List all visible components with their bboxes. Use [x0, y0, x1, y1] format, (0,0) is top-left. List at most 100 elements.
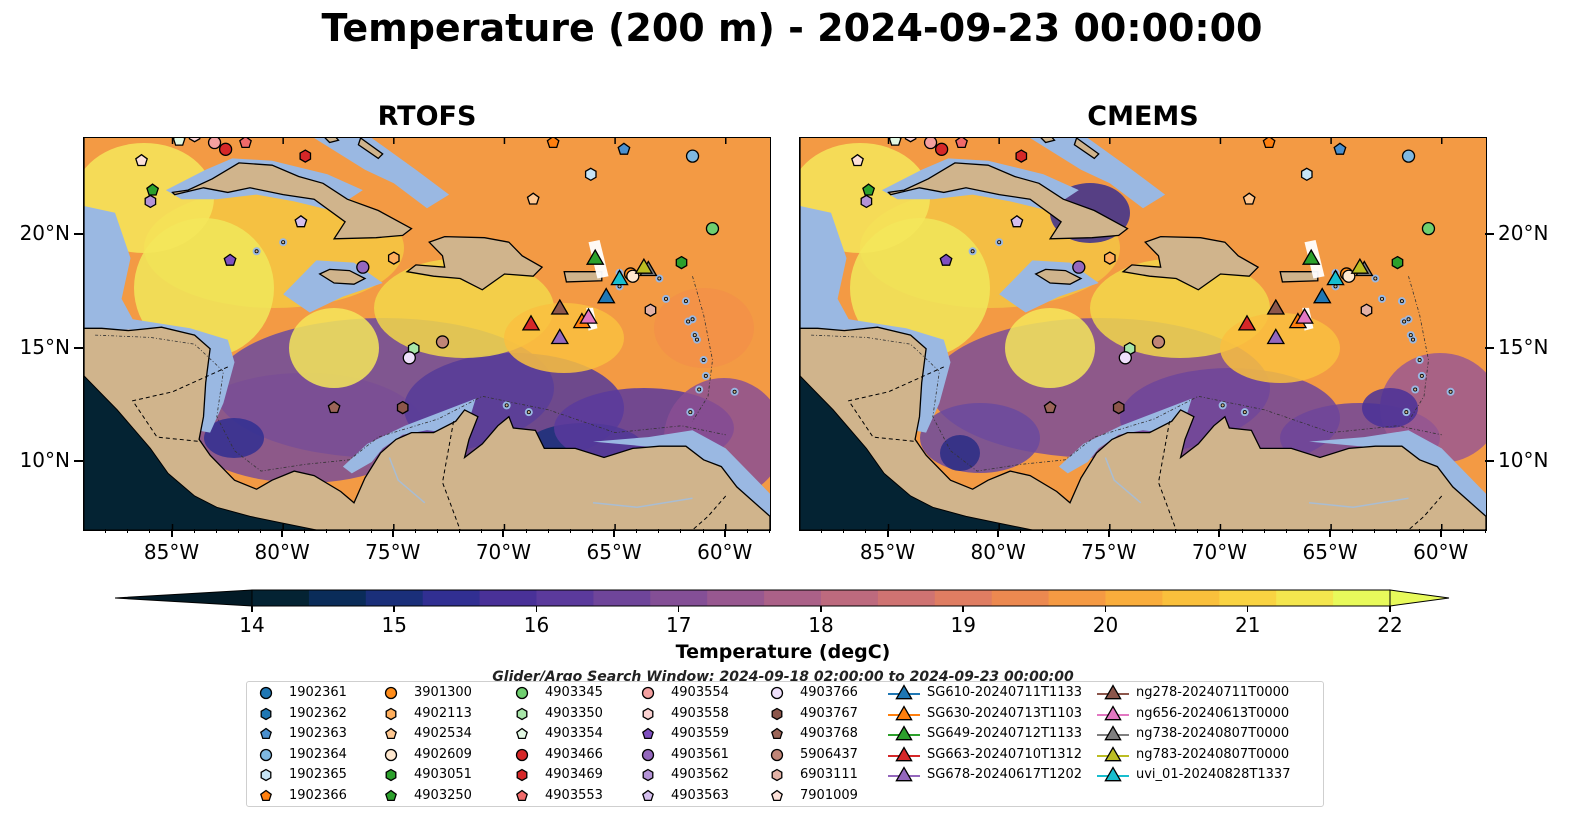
legend-label: ng783-20240807T0000: [1136, 746, 1290, 762]
legend-item: uvi_01-20240828T1337: [1096, 765, 1321, 785]
temperature-anomaly: [1090, 258, 1270, 358]
x-tick-mark: [1218, 529, 1221, 537]
y-tick-mark: [1485, 346, 1494, 349]
marker-4903554: [207, 138, 222, 150]
small-island: [657, 276, 662, 281]
small-island: [732, 389, 737, 394]
legend-marker: [260, 769, 272, 782]
small-island: [1410, 337, 1415, 342]
small-island: [1220, 403, 1225, 408]
marker-4903559: [223, 253, 237, 266]
legend-marker: [515, 686, 529, 700]
legend-marker: [895, 684, 913, 700]
legend-item: SG678-20240617T1202: [887, 765, 1096, 785]
colorbar-segment: [1162, 590, 1220, 606]
small-island: [1448, 389, 1453, 394]
marker-4903561: [356, 260, 370, 274]
cmems-map[interactable]: [799, 137, 1487, 531]
legend-marker-icon: [888, 766, 920, 782]
marker-4903469: [299, 149, 312, 163]
main-title: Temperature (200 m) - 2024-09-23 00:00:0…: [321, 6, 1263, 50]
legend-item: SG649-20240712T1133: [887, 724, 1096, 744]
marker-1902364: [1401, 149, 1416, 163]
legend-label: 4903354: [545, 726, 603, 742]
small-island: [970, 249, 975, 254]
legend-item: 1902366: [255, 786, 380, 806]
x-minor-tick: [105, 529, 107, 533]
legend-marker: [895, 704, 913, 720]
x-minor-tick: [1374, 529, 1376, 533]
x-tick-mark: [997, 529, 1000, 537]
legend-marker-icon: [1097, 684, 1129, 700]
y-tick-mark: [1485, 233, 1494, 236]
legend-item: 5906437: [766, 745, 887, 765]
legend-marker-icon: [770, 748, 784, 761]
legend-label: 4903768: [800, 726, 858, 742]
x-minor-tick: [976, 529, 978, 533]
x-minor-tick: [260, 529, 262, 533]
small-island: [617, 284, 622, 289]
rtofs-map[interactable]: [83, 137, 771, 531]
y-tick-label-left: 20°N: [19, 221, 70, 246]
legend-label: ng738-20240807T0000: [1136, 726, 1290, 742]
marker-4903768: [327, 400, 341, 414]
land-bahamas1: [324, 138, 340, 144]
legend-item: SG610-20240711T1133: [887, 683, 1096, 703]
colorbar-tick-mark: [1246, 606, 1249, 612]
colorbar-segment: [877, 590, 936, 606]
legend-marker: [642, 769, 654, 782]
x-tick-mark: [502, 529, 505, 537]
shallow-shelf-mask: [800, 206, 951, 433]
marker-4902534: [526, 192, 540, 205]
x-minor-tick: [1064, 529, 1066, 533]
marker-4902113: [387, 251, 400, 265]
x-minor-tick: [1396, 529, 1398, 533]
small-island: [688, 410, 693, 415]
x-minor-tick: [1020, 529, 1022, 533]
x-minor-tick: [1285, 529, 1287, 533]
marker-1902364: [685, 149, 700, 163]
legend-marker: [385, 727, 397, 740]
marker-5906437: [435, 335, 450, 349]
legend-marker: [259, 686, 273, 700]
marker-7901009: [135, 153, 148, 167]
x-tick-mark: [1439, 529, 1442, 537]
legend-item: 4903766: [766, 683, 887, 703]
legend-marker-icon: [515, 686, 529, 700]
legend-marker-icon: [384, 686, 398, 700]
isobath-1000: [1408, 276, 1429, 422]
legend-label: SG630-20240713T1103: [927, 705, 1083, 721]
x-tick-label: 75°W: [365, 540, 421, 564]
legend-label: 4903563: [671, 788, 729, 803]
marker-SG610-20240711T1133: [596, 287, 616, 304]
small-island: [281, 240, 286, 245]
country-border: [692, 495, 727, 530]
x-minor-tick: [481, 529, 483, 533]
legend-item: SG630-20240713T1103: [887, 704, 1096, 724]
legend-marker: [770, 686, 784, 700]
colorbar-segment: [1105, 590, 1163, 606]
colorbar-segment: [650, 590, 708, 606]
x-tick-label: 60°W: [1413, 540, 1469, 564]
legend-marker: [515, 748, 529, 761]
country-border: [1408, 495, 1443, 530]
legend-marker: [770, 748, 784, 761]
legend-label: 4903469: [545, 767, 603, 783]
colorbar-tick-label: 20: [1092, 613, 1119, 637]
marker-uvi_01-20240828T1337: [610, 269, 629, 286]
marker-4903558: [188, 138, 201, 143]
small-island: [1402, 319, 1407, 324]
legend-label: 4903559: [671, 726, 729, 742]
legend-item: 4903469: [511, 765, 637, 785]
legend-label: 4903561: [671, 746, 729, 762]
small-island: [254, 249, 259, 254]
colorbar-tick-label: 16: [523, 613, 550, 637]
legend-label: 4903350: [545, 705, 603, 721]
cmems-map-svg: [800, 138, 1486, 530]
legend-marker-icon: [385, 707, 397, 720]
legend-marker: [260, 707, 272, 720]
pacific-ocean-field: [84, 375, 317, 530]
legend-marker-icon: [516, 727, 528, 740]
legend-marker: [895, 766, 913, 782]
legend-label: 3901300: [414, 685, 472, 700]
